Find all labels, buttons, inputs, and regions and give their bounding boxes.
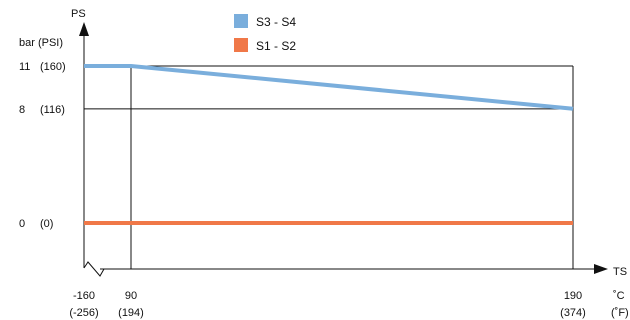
plot-frame [84,65,574,269]
legend: S3 - S4 S1 - S2 [234,14,296,53]
series-line-s3-s4 [84,64,574,111]
y-tick-label: 0 [19,218,25,230]
y-tick-label-psi: (160) [40,61,66,73]
y-tick-label: 11 [19,61,30,73]
x-tick-label-f: (194) [118,307,144,319]
x-tick-label: -160 [73,290,95,302]
legend-label: S1 - S2 [256,39,296,53]
y-tick-label-psi: (0) [40,218,53,230]
x-tick-label: 90 [125,290,137,302]
x-tick-labels: -160 (-256) 90 (194) 190 (374) [69,290,586,319]
y-axis-title: PS [71,8,86,20]
y-tick-labels: 11 (160) 8 (116) 0 (0) [19,61,66,230]
y-tick-label-psi: (116) [40,104,65,116]
y-axis-arrow [79,22,89,36]
series-layer [84,64,574,225]
x-unit-f: (˚F) [611,307,629,319]
y-axis-unit: bar (PSI) [19,37,63,49]
x-axis-arrow [594,264,608,274]
x-tick-label: 190 [564,290,582,302]
x-tick-label-f: (-256) [69,307,98,319]
legend-swatch [234,14,248,28]
x-tick-label-f: (374) [560,307,586,319]
x-unit-c: ˚C [613,290,625,302]
axis-break [83,245,130,277]
y-tick-label: 8 [19,104,25,116]
x-axis-title: TS [613,266,627,278]
legend-label: S3 - S4 [256,15,296,29]
legend-swatch [234,38,248,52]
